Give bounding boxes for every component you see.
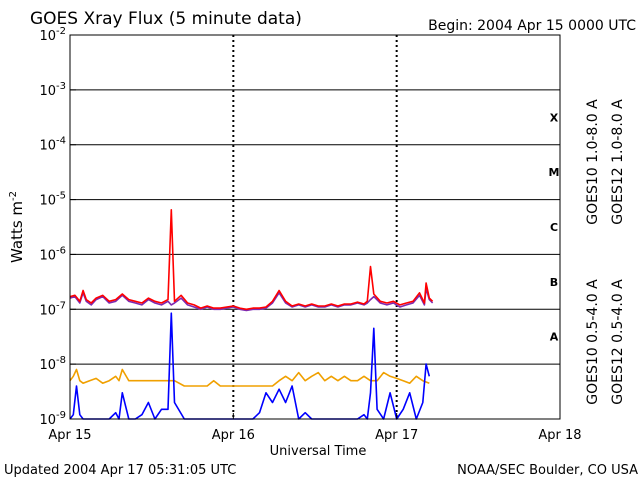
series-line — [69, 209, 434, 311]
credit-text: NOAA/SEC Boulder, CO USA — [457, 463, 638, 478]
y-tick-label: 10-9 — [39, 410, 66, 428]
legend-entry: GOES12 1.0-8.0 A — [610, 99, 626, 225]
flare-class-label: X — [550, 111, 559, 124]
plot-grid — [70, 35, 560, 419]
y-tick-label: 10-7 — [39, 300, 66, 318]
series-line — [69, 287, 434, 312]
updated-time: Updated 2004 Apr 17 05:31:05 UTC — [4, 463, 236, 478]
legend-entry: GOES10 0.5-4.0 A — [585, 279, 601, 405]
legend: GOES10 1.0-8.0 A GOES12 1.0-8.0 A GOES10 0… — [585, 99, 626, 405]
y-tick-labels: 10-9 10-8 10-7 10-6 10-5 10-4 10-3 10-2 — [39, 26, 76, 428]
series-line — [69, 368, 430, 387]
chart-title: GOES Xray Flux (5 minute data) — [30, 9, 302, 29]
x-tick-labels: Apr 15 Apr 16 Apr 17 Apr 18 — [48, 413, 582, 443]
plot-frame — [69, 34, 561, 420]
x-tick-label: Apr 16 — [212, 428, 255, 443]
svg-text:Watts m-2: Watts m-2 — [8, 191, 26, 263]
series-lines — [69, 209, 434, 420]
y-tick-label: 10-5 — [39, 191, 66, 209]
flare-class-label: B — [550, 276, 558, 289]
y-tick-label: 10-8 — [39, 355, 66, 373]
x-axis-label: Universal Time — [270, 444, 367, 459]
y-tick-label: 10-2 — [39, 26, 66, 44]
flare-class-label: A — [550, 331, 559, 344]
x-tick-label: Apr 17 — [375, 428, 418, 443]
flare-class-labels: A B C M X — [549, 111, 560, 343]
legend-entry: GOES10 1.0-8.0 A — [585, 99, 601, 225]
begin-time: Begin: 2004 Apr 15 0000 UTC — [428, 18, 636, 34]
series-line — [69, 312, 431, 420]
flare-class-label: C — [550, 221, 558, 234]
x-tick-label: Apr 18 — [538, 428, 581, 443]
y-tick-label: 10-6 — [39, 245, 66, 263]
y-axis-label: Watts m-2 — [8, 191, 26, 263]
x-tick-label: Apr 15 — [48, 428, 91, 443]
y-tick-label: 10-3 — [39, 81, 66, 99]
flare-class-label: M — [549, 166, 560, 179]
legend-entry: GOES12 0.5-4.0 A — [610, 279, 626, 405]
y-tick-label: 10-4 — [39, 136, 66, 154]
